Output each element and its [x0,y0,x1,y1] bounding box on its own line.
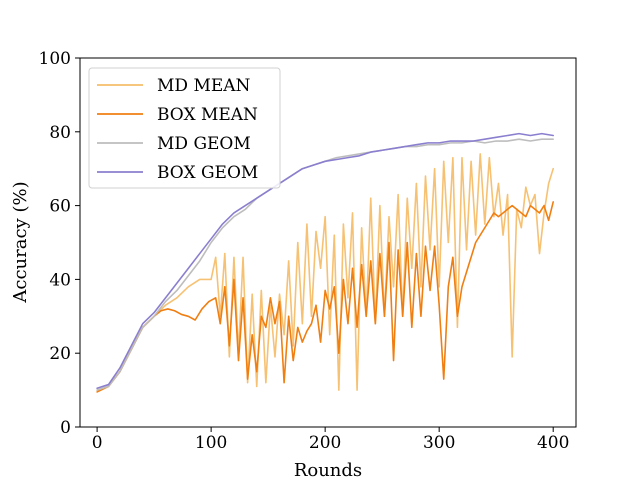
legend-label-box-mean: BOX MEAN [157,105,258,125]
legend-label-md-geom: MD GEOM [157,134,251,154]
legend: MD MEAN BOX MEAN MD GEOM BOX GEOM [88,67,281,189]
x-axis: 0 100 200 300 400 [92,427,569,453]
y-tick-label: 20 [49,344,71,364]
series-layer [96,132,555,393]
y-tick-label: 100 [39,49,71,69]
x-tick-label: 0 [92,433,103,453]
legend-label-md-mean: MD MEAN [157,76,251,96]
x-tick-label: 200 [309,433,341,453]
x-axis-label: Rounds [294,460,362,480]
x-tick-label: 400 [537,433,569,453]
x-tick-label: 100 [195,433,227,453]
y-axis: 0 20 40 60 80 100 [39,49,80,438]
legend-label-box-geom: BOX GEOM [157,163,258,183]
y-tick-label: 80 [49,123,71,143]
y-tick-label: 0 [60,418,71,438]
y-tick-label: 60 [49,197,71,217]
plot-frame [79,57,577,428]
y-tick-label: 40 [49,270,71,290]
series-line-box-mean [96,201,555,393]
y-axis-label: Accuracy (%) [10,181,31,303]
x-tick-label: 300 [423,433,455,453]
legend-box [88,67,281,189]
series-line-box-geom [96,132,555,390]
